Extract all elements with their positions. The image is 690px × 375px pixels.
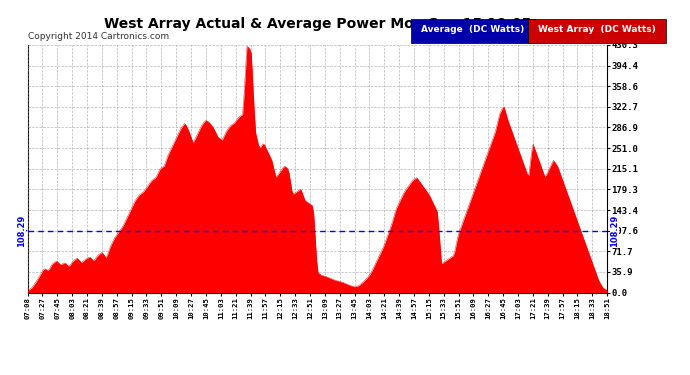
Text: Copyright 2014 Cartronics.com: Copyright 2014 Cartronics.com bbox=[28, 32, 169, 41]
Text: 108.29: 108.29 bbox=[17, 214, 26, 247]
Text: 108.29: 108.29 bbox=[610, 214, 619, 247]
Text: Average  (DC Watts): Average (DC Watts) bbox=[421, 26, 524, 34]
Text: West Array  (DC Watts): West Array (DC Watts) bbox=[538, 26, 656, 34]
Text: West Array Actual & Average Power Mon Sep 15 19:05: West Array Actual & Average Power Mon Se… bbox=[104, 17, 531, 31]
